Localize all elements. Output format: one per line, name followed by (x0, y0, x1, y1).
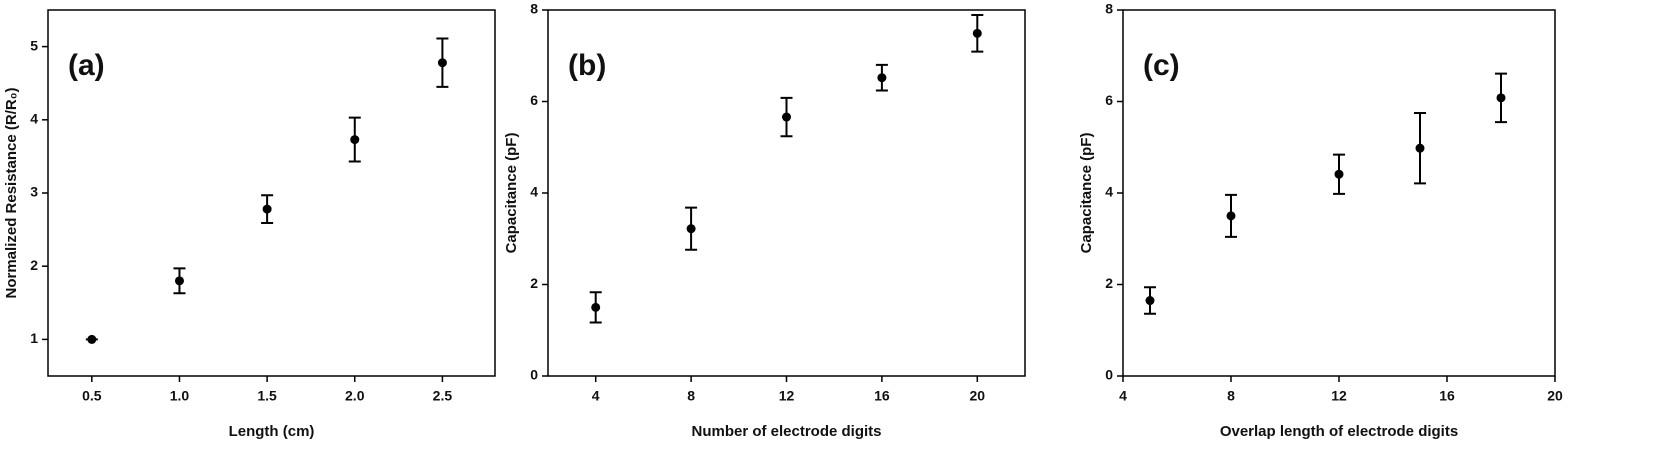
panel-label: (b) (568, 49, 606, 82)
x-tick-label: 12 (779, 388, 795, 404)
data-point (877, 73, 887, 83)
y-axis-title: Capacitance (pF) (1078, 133, 1095, 254)
data-point (1496, 93, 1506, 103)
data-point (1415, 143, 1425, 153)
panel-label: (c) (1143, 49, 1180, 82)
y-tick-label: 0 (530, 367, 538, 383)
plot-frame (47, 9, 496, 377)
data-point (1145, 296, 1155, 306)
x-tick-label: 0.5 (82, 388, 102, 404)
x-tick-label: 2.5 (433, 388, 453, 404)
data-point (437, 58, 447, 68)
data-point (87, 334, 97, 344)
y-tick-label: 3 (30, 184, 38, 200)
y-tick-label: 4 (1105, 184, 1113, 200)
x-tick-label: 16 (874, 388, 890, 404)
x-tick-label: 8 (1227, 388, 1235, 404)
y-tick-label: 8 (1105, 1, 1113, 17)
y-tick-label: 5 (30, 37, 38, 53)
y-tick-label: 2 (30, 257, 38, 273)
y-axis-title: Normalized Resistance (R/R₀) (3, 88, 20, 299)
data-point (1334, 169, 1344, 179)
x-tick-label: 4 (1119, 388, 1127, 404)
plot-frame (547, 9, 1026, 377)
data-point (591, 302, 601, 312)
x-tick-label: 12 (1331, 388, 1347, 404)
x-tick-label: 1.5 (257, 388, 277, 404)
y-axis-title: Capacitance (pF) (503, 133, 520, 254)
x-tick-label: 8 (687, 388, 695, 404)
y-tick-label: 6 (1105, 92, 1113, 108)
x-tick-label: 4 (592, 388, 600, 404)
x-axis-title: Overlap length of electrode digits (1220, 423, 1458, 440)
data-point (262, 204, 272, 214)
x-tick-label: 2.0 (345, 388, 365, 404)
y-tick-label: 4 (30, 111, 38, 127)
x-tick-label: 16 (1439, 388, 1455, 404)
y-tick-label: 2 (530, 275, 538, 291)
data-point (972, 28, 982, 38)
data-point (350, 135, 360, 145)
x-tick-label: 20 (1547, 388, 1563, 404)
data-point (1226, 211, 1236, 221)
x-axis-title: Length (cm) (229, 423, 315, 440)
data-point (174, 276, 184, 286)
y-tick-label: 2 (1105, 275, 1113, 291)
data-point (686, 224, 696, 234)
y-tick-label: 4 (530, 184, 538, 200)
panel-label: (a) (68, 49, 105, 82)
y-tick-label: 6 (530, 92, 538, 108)
y-tick-label: 8 (530, 1, 538, 17)
x-tick-label: 20 (970, 388, 986, 404)
y-tick-label: 1 (30, 330, 38, 346)
y-tick-label: 0 (1105, 367, 1113, 383)
data-point (782, 112, 791, 122)
x-axis-title: Number of electrode digits (691, 423, 881, 440)
x-tick-label: 1.0 (170, 388, 190, 404)
